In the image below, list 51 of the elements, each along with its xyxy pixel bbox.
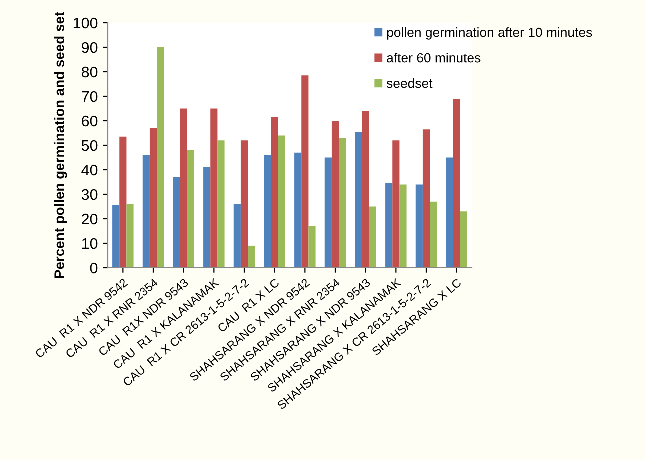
y-tick-label: 50: [82, 140, 98, 152]
y-tick-label: 100: [74, 18, 98, 29]
legend-label: seedset: [386, 78, 433, 88]
bar: [460, 212, 468, 268]
bar: [173, 177, 180, 268]
y-tick-label: 10: [82, 238, 98, 250]
bar: [240, 140, 248, 268]
bar: [362, 111, 370, 268]
bar: [369, 206, 376, 268]
bar: [339, 138, 346, 268]
bar: [271, 117, 278, 268]
bar: [355, 132, 362, 268]
bar: [150, 128, 158, 268]
bar: [416, 184, 423, 268]
y-axis-title: Percent pollen germination and seed set: [54, 12, 68, 278]
bar: [126, 204, 134, 268]
bar: [157, 48, 164, 268]
bar: [294, 152, 302, 268]
y-tick-label: 0: [90, 262, 98, 274]
bar: [453, 98, 460, 268]
bar: [112, 206, 120, 268]
y-tick-label: 70: [82, 91, 98, 102]
bar: [308, 226, 316, 268]
legend-label: pollen germination after 10 minutes: [387, 28, 592, 40]
bar: [204, 168, 211, 268]
bar: [430, 202, 438, 268]
bar: [324, 158, 332, 268]
bar: [180, 108, 188, 268]
bar: [234, 204, 241, 268]
bar: [400, 184, 407, 268]
bar: [278, 136, 286, 268]
y-tick-label: 60: [82, 116, 98, 127]
y-tick-label: 90: [82, 42, 98, 54]
bar: [187, 150, 194, 268]
bar: [422, 130, 430, 268]
bar: [142, 155, 150, 268]
bar: [302, 76, 309, 268]
y-tick-label: 40: [82, 164, 98, 176]
y-tick-label: 30: [82, 189, 98, 200]
bar: [332, 121, 340, 268]
bar: [386, 183, 393, 268]
bar: [264, 155, 272, 268]
bar: [218, 140, 225, 268]
legend-label: after 60 minutes: [387, 53, 481, 63]
bar: [392, 140, 400, 268]
y-tick-label: 80: [82, 66, 98, 78]
bar: [248, 246, 256, 268]
bar: [210, 108, 218, 268]
bar: [446, 158, 454, 268]
y-tick-label: 20: [82, 214, 98, 225]
bar: [120, 136, 127, 268]
